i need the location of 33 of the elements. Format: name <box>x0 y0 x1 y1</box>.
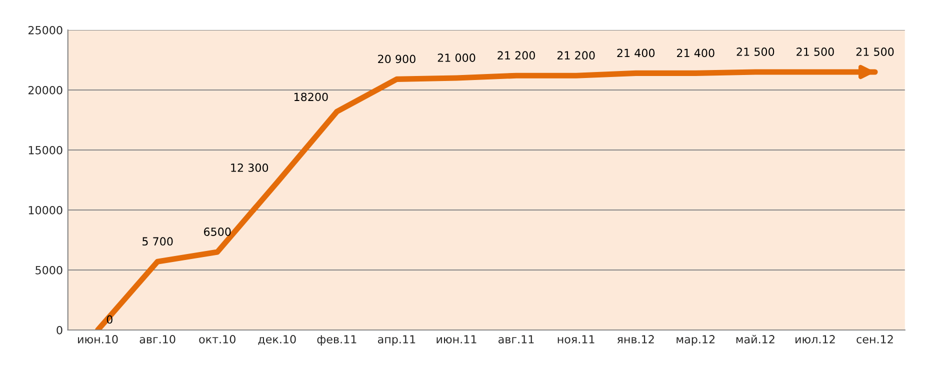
y-tick-label: 5000 <box>36 266 62 274</box>
data-label: 21 200 <box>557 51 595 60</box>
y-tick-label: 0 <box>56 326 62 334</box>
y-tick-label: 15000 <box>28 146 62 154</box>
data-label: 21 500 <box>796 48 834 56</box>
x-tick-label: мар.12 <box>676 335 714 346</box>
data-label: 21 500 <box>736 48 774 56</box>
x-tick-label: дек.10 <box>258 335 296 345</box>
data-label: 5 700 <box>142 237 173 246</box>
x-tick-label: июл.12 <box>796 335 835 344</box>
x-tick-label: авг.11 <box>498 335 534 344</box>
data-label: 18200 <box>294 92 328 102</box>
y-tick-label: 25000 <box>28 26 62 34</box>
data-label: 12 300 <box>231 164 268 172</box>
x-tick-label: фев.11 <box>317 335 356 346</box>
data-label: 6500 <box>204 228 231 236</box>
data-label: 21 000 <box>438 54 476 62</box>
x-tick-label: янв.12 <box>617 335 654 344</box>
x-tick-label: авг.10 <box>140 335 176 344</box>
x-tick-label: апр.11 <box>378 335 416 346</box>
y-tick-label: 10000 <box>28 206 62 214</box>
x-tick-label: июн.10 <box>78 335 118 344</box>
data-label: 20 900 <box>378 54 416 64</box>
data-label: 21 200 <box>498 51 535 60</box>
data-label: 21 400 <box>617 48 655 58</box>
data-label: 21 500 <box>856 48 894 56</box>
x-tick-label: сен.12 <box>856 335 893 344</box>
y-tick-label: 20000 <box>28 86 62 94</box>
x-tick-label: ноя.11 <box>558 335 594 344</box>
x-tick-label: июн.11 <box>436 335 476 344</box>
x-tick-label: окт.10 <box>199 335 236 344</box>
data-label: 21 400 <box>677 48 714 58</box>
x-tick-label: май.12 <box>736 334 774 344</box>
